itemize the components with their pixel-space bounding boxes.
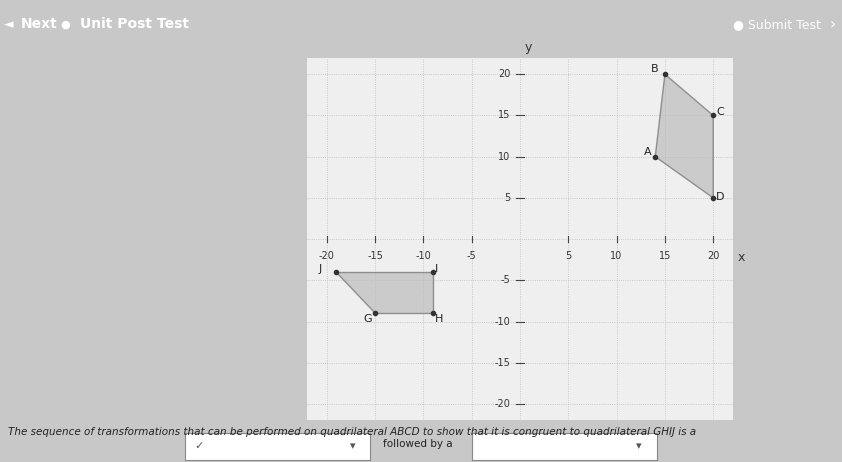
Text: C: C [716, 108, 724, 117]
Text: x: x [738, 251, 744, 264]
Text: 10: 10 [498, 152, 510, 162]
Text: H: H [434, 314, 443, 323]
Text: D: D [716, 192, 725, 202]
Text: J: J [319, 264, 322, 274]
Text: G: G [364, 314, 372, 323]
Text: 15: 15 [498, 110, 510, 121]
Text: ●: ● [61, 19, 71, 29]
Text: 10: 10 [610, 251, 623, 261]
Text: y: y [525, 41, 532, 54]
Text: B: B [650, 64, 658, 74]
Polygon shape [655, 74, 713, 198]
Text: 5: 5 [565, 251, 572, 261]
Text: 5: 5 [504, 193, 510, 203]
Text: ● Submit Test: ● Submit Test [733, 18, 820, 31]
Text: 20: 20 [498, 69, 510, 79]
Text: ▾: ▾ [637, 441, 642, 451]
Text: -10: -10 [415, 251, 431, 261]
Text: ◄: ◄ [4, 18, 13, 31]
Text: ›: › [829, 17, 835, 32]
Text: -15: -15 [367, 251, 383, 261]
Text: 20: 20 [707, 251, 719, 261]
Text: Next: Next [21, 17, 58, 31]
Text: I: I [434, 264, 438, 274]
Text: followed by a: followed by a [383, 438, 453, 449]
Text: -5: -5 [500, 275, 510, 286]
Text: -10: -10 [494, 316, 510, 327]
Text: -20: -20 [494, 399, 510, 409]
Text: -15: -15 [494, 358, 510, 368]
Polygon shape [336, 272, 433, 313]
Text: -20: -20 [319, 251, 334, 261]
Text: Unit Post Test: Unit Post Test [80, 17, 189, 31]
Text: ▾: ▾ [350, 441, 355, 451]
Text: -5: -5 [466, 251, 477, 261]
Text: 15: 15 [658, 251, 671, 261]
Text: ✓: ✓ [195, 441, 204, 451]
Text: A: A [643, 147, 651, 157]
Text: The sequence of transformations that can be performed on quadrilateral ABCD to s: The sequence of transformations that can… [8, 427, 696, 438]
